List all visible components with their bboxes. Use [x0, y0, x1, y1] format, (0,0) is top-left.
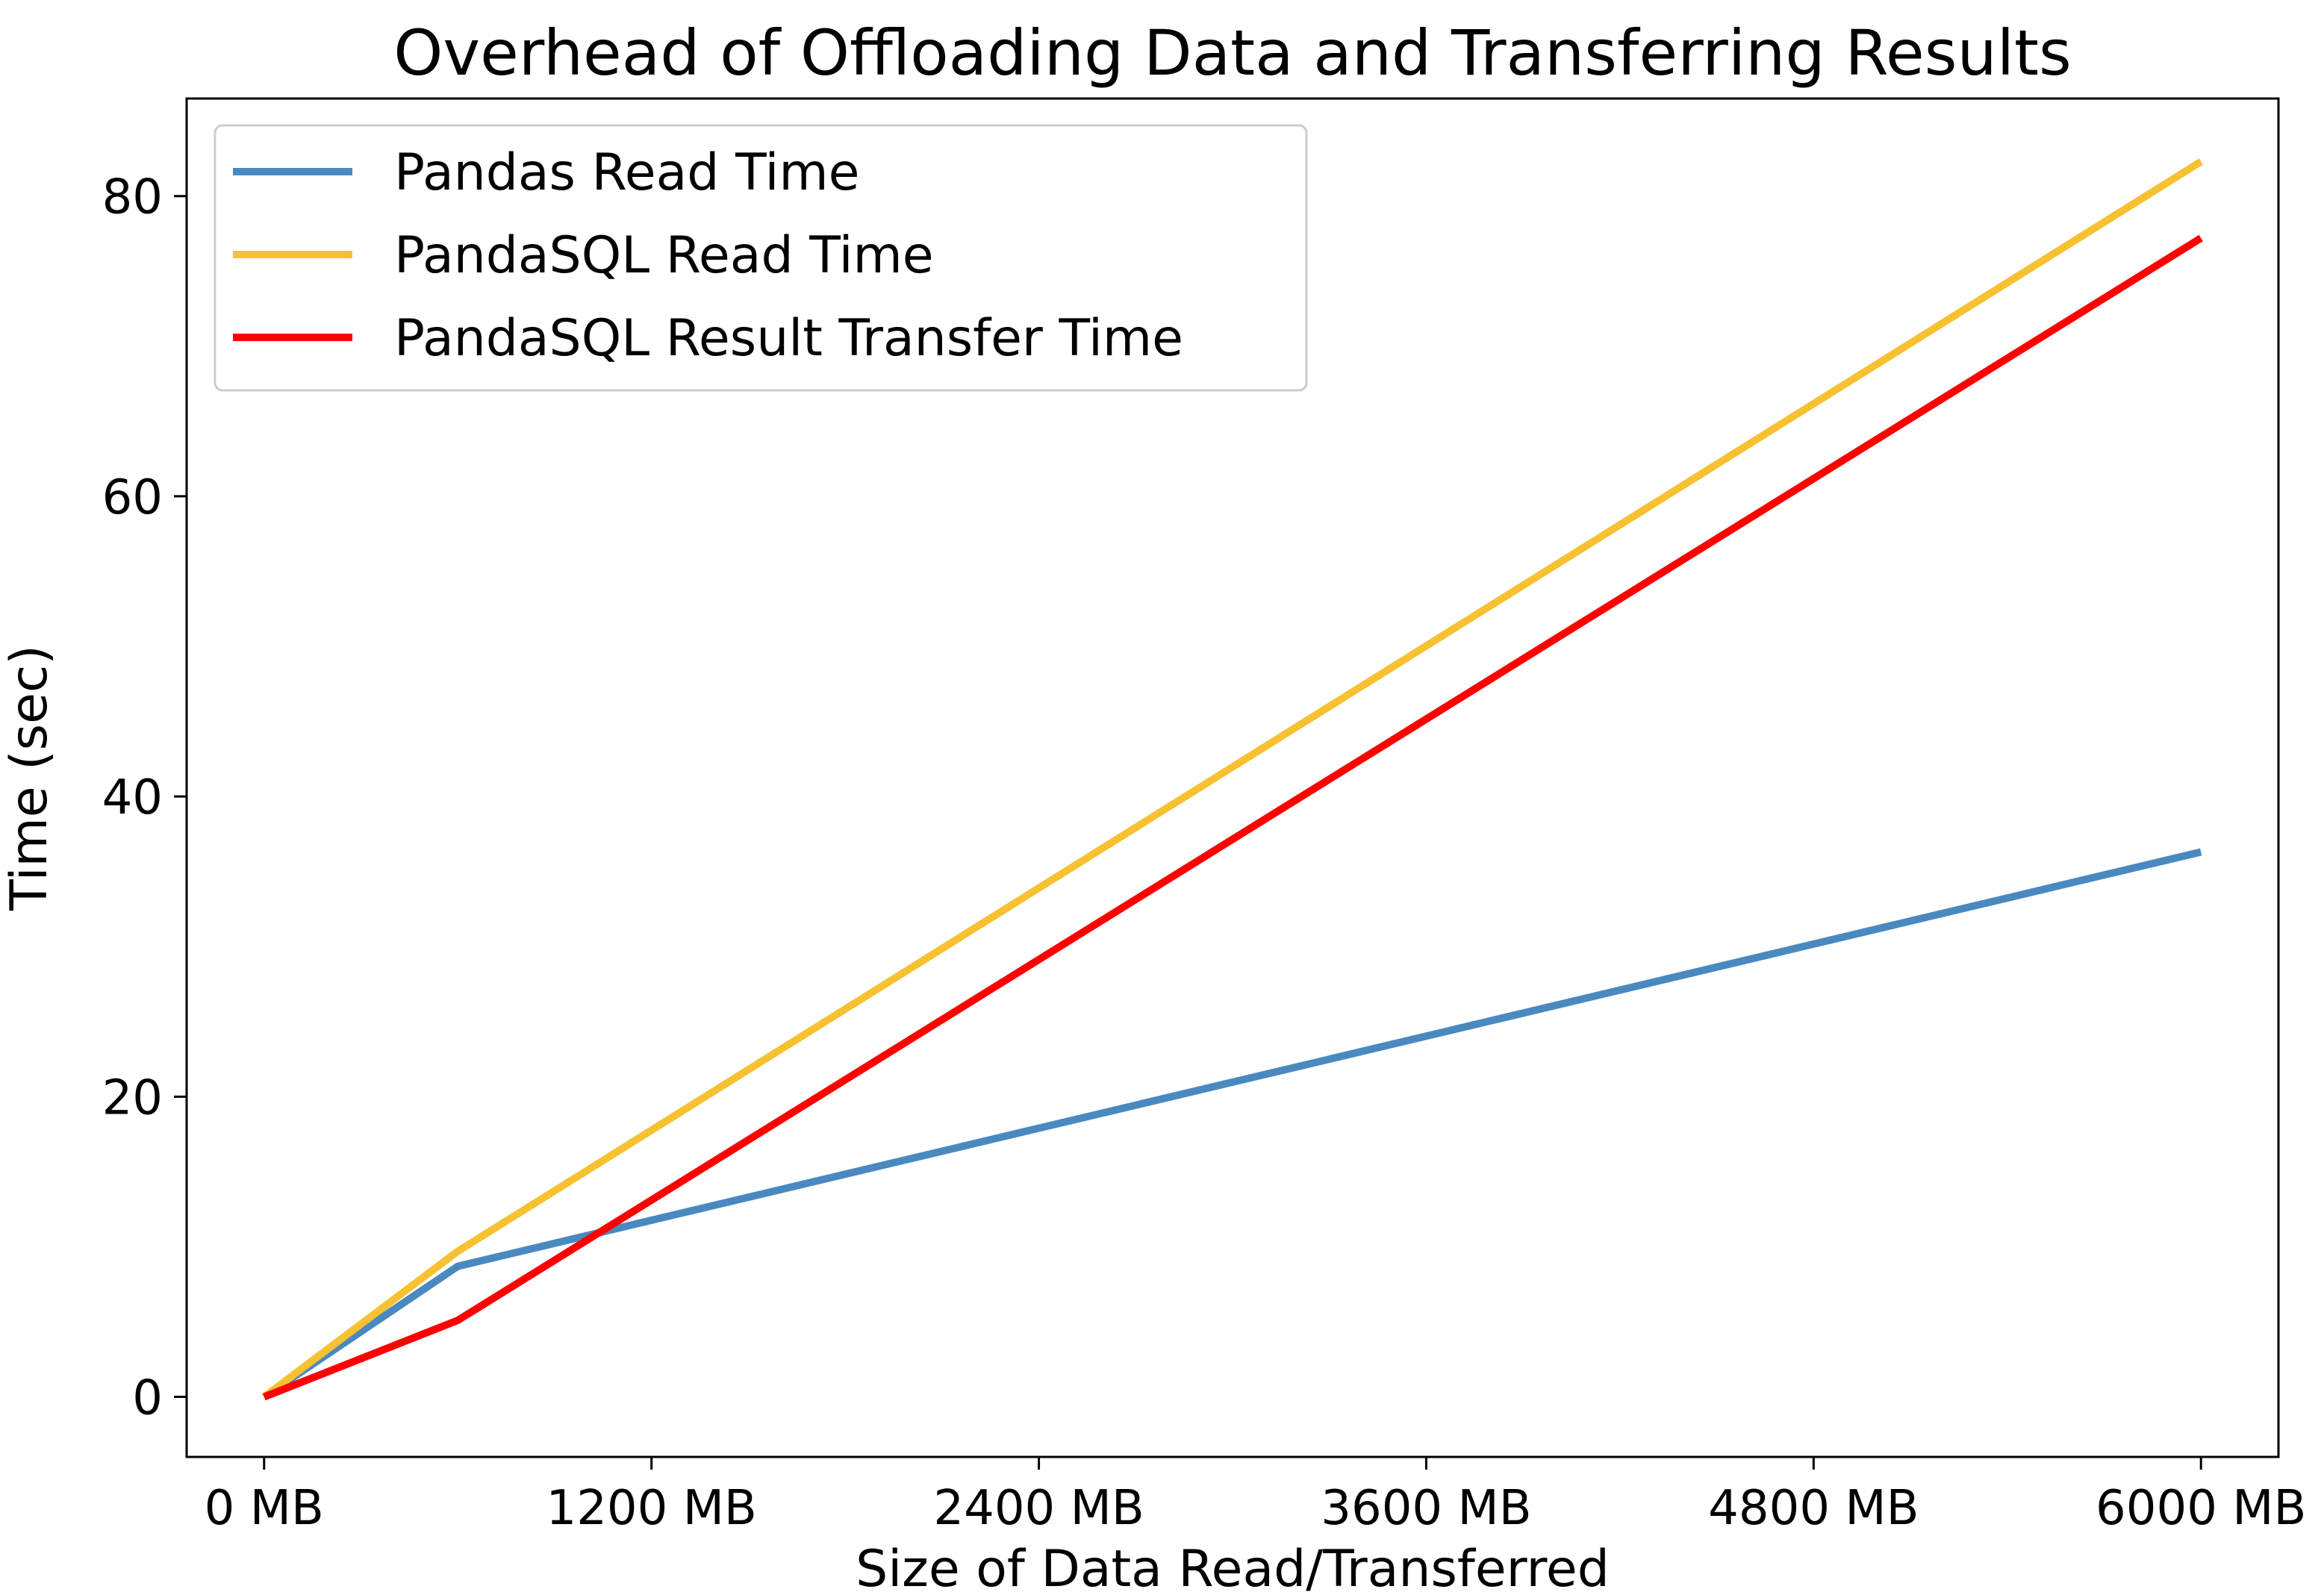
y-tick-label: 80 [102, 170, 163, 225]
x-tick-label: 1200 MB [546, 1481, 756, 1536]
legend: Pandas Read Time PandaSQL Read Time PandaS… [214, 124, 1308, 392]
legend-label-1: PandaSQL Read Time [394, 226, 934, 285]
y-tick-label: 0 [132, 1371, 163, 1426]
y-tick-label: 60 [102, 470, 163, 525]
x-tick-label: 2400 MB [933, 1481, 1144, 1536]
legend-label-0: Pandas Read Time [394, 143, 860, 202]
x-tick-label: 4800 MB [1708, 1481, 1919, 1536]
plot-frame [185, 97, 2280, 1458]
series-line-2 [262, 234, 2203, 1401]
legend-box [214, 124, 1308, 392]
legend-label-2: PandaSQL Result Transfer Time [394, 309, 1183, 368]
x-tick-label: 6000 MB [2096, 1481, 2306, 1536]
series-line-1 [261, 158, 2203, 1400]
y-tick-label: 20 [102, 1070, 163, 1126]
y-axis-ticks: 0 20 40 60 80 [102, 170, 187, 1426]
x-tick-label: 3600 MB [1321, 1481, 1531, 1536]
chart-title: Overhead of Offloading Data and Transfer… [393, 16, 2072, 90]
y-tick-label: 40 [102, 770, 163, 825]
plot-lines [261, 158, 2203, 1401]
x-tick-label: 0 MB [205, 1481, 324, 1536]
x-axis-ticks: 0 MB 1200 MB 2400 MB 3600 MB 4800 MB 6000 MB [205, 1457, 2306, 1536]
x-axis-label: Size of Data Read/Transferred [856, 1540, 1610, 1595]
series-line-0 [262, 848, 2202, 1400]
y-axis-label: Time (sec) [0, 645, 59, 911]
